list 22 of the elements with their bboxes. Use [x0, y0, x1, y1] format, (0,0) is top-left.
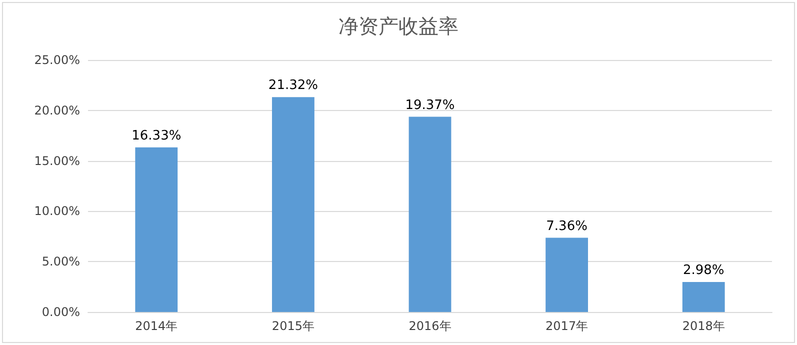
- y-tick-label: 15.00%: [34, 154, 80, 168]
- chart-title: 净资产收益率: [338, 14, 458, 38]
- bar: [135, 147, 178, 312]
- x-tick-label: 2015年: [272, 319, 314, 333]
- x-tick-label: 2016年: [408, 319, 452, 333]
- y-tick-label: 5.00%: [42, 254, 80, 269]
- x-tick-label: 2018年: [682, 319, 725, 333]
- x-tick-label: 2014年: [135, 319, 178, 333]
- data-label: 19.37%: [405, 98, 455, 113]
- data-label: 16.33%: [132, 128, 182, 144]
- data-label: 7.36%: [546, 218, 588, 234]
- data-label: 21.32%: [268, 78, 318, 94]
- bar: [272, 97, 314, 312]
- y-tick-label: 10.00%: [34, 204, 80, 218]
- bar: [682, 282, 725, 312]
- y-tick-label: 0.00%: [42, 305, 80, 319]
- y-tick-label: 20.00%: [34, 103, 80, 118]
- data-label: 2.98%: [682, 262, 724, 278]
- x-tick-label: 2017年: [546, 319, 588, 333]
- y-tick-label: 25.00%: [34, 53, 80, 67]
- bar: [408, 116, 452, 312]
- bar: [546, 238, 588, 312]
